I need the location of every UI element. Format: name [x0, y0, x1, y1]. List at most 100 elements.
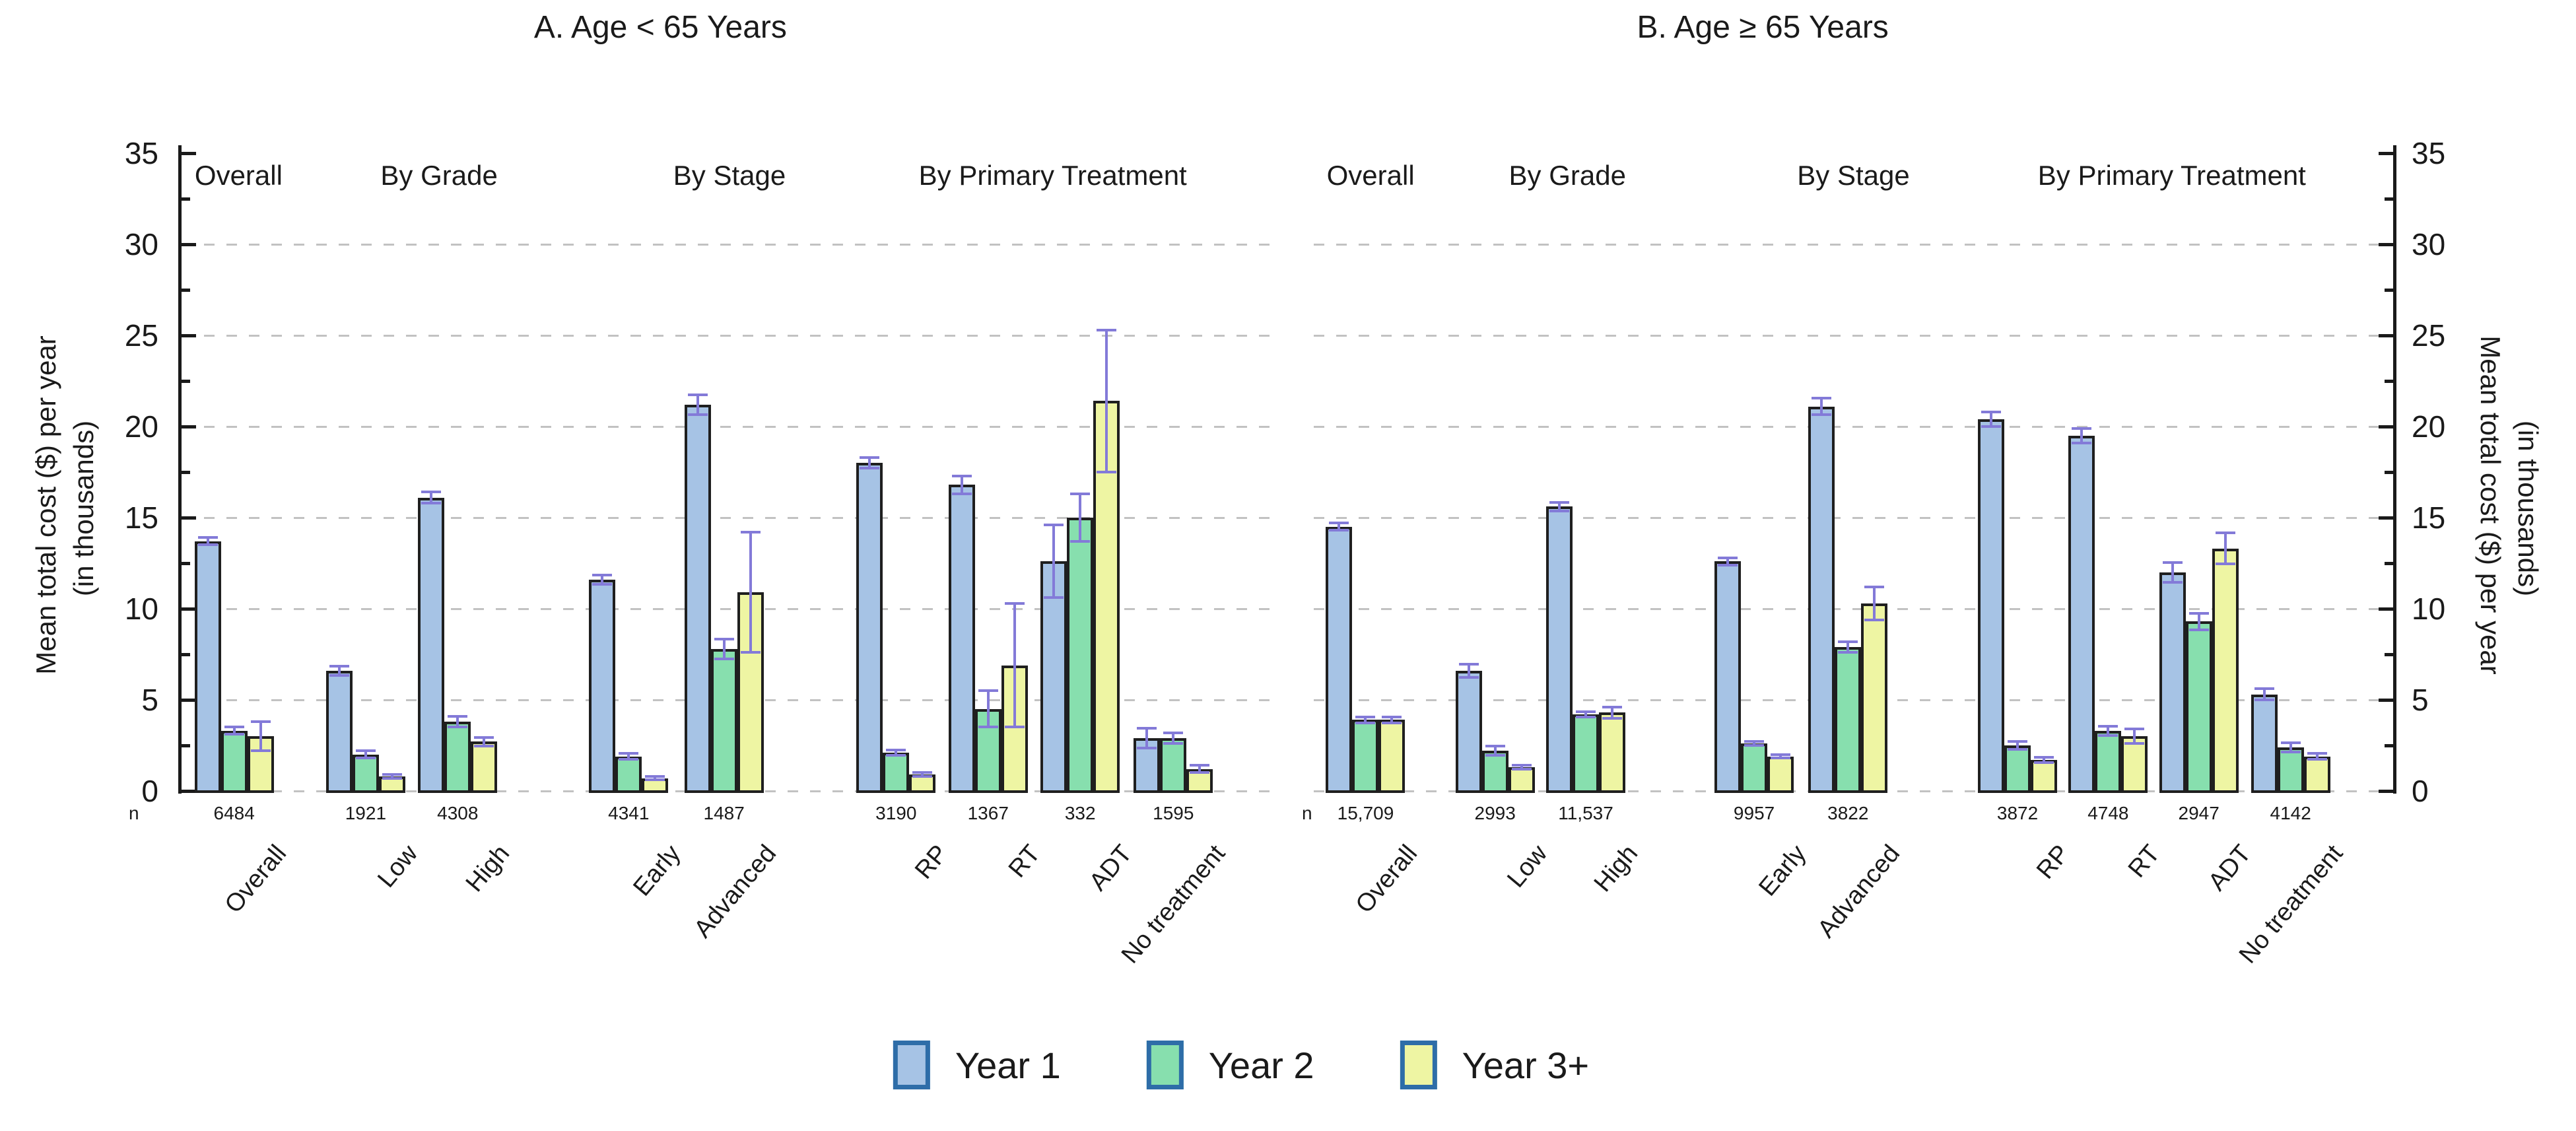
error-cap-bottom	[474, 745, 494, 748]
error-bar-year3	[483, 737, 486, 747]
bar-year3-high	[471, 741, 498, 793]
category-label-rt: RT	[1003, 840, 1046, 883]
error-cap-top	[714, 637, 734, 640]
error-bar-year2	[1847, 641, 1850, 653]
error-cap-bottom	[1838, 651, 1858, 654]
error-cap-bottom	[382, 776, 402, 780]
bar-year2-early	[615, 756, 642, 793]
error-cap-bottom	[1070, 539, 1091, 543]
error-bar-year3	[2223, 533, 2227, 565]
bar-year2-adt	[1067, 518, 1094, 793]
error-cap-bottom	[592, 582, 613, 586]
error-cap-top	[1382, 716, 1402, 719]
section-header-overall: Overall	[194, 160, 283, 191]
category-label-anchor: RT	[1003, 840, 1058, 883]
error-cap-bottom	[951, 493, 972, 496]
n-value-early: 9957	[1733, 803, 1775, 823]
error-cap-bottom	[645, 778, 665, 782]
error-cap-top	[1163, 731, 1184, 734]
error-bar-year1	[1467, 664, 1470, 677]
error-cap-bottom	[1163, 742, 1184, 745]
error-bar-year2	[364, 751, 367, 759]
y-major-tick-10	[182, 607, 196, 611]
y-major-tick-35	[182, 152, 196, 155]
error-cap-top	[2307, 752, 2327, 755]
gridline-25	[1314, 335, 2393, 337]
error-cap-top	[592, 573, 613, 576]
error-bar-year3	[1390, 717, 1394, 723]
legend-label-1: Year 1	[955, 1044, 1061, 1086]
bar-year3-early	[1767, 756, 1794, 793]
error-cap-top	[1329, 522, 1349, 525]
error-cap-bottom	[714, 657, 734, 660]
y-major-tick-5	[2379, 699, 2393, 702]
y-minor-tick	[182, 197, 190, 201]
y-tick-label-0: 0	[141, 774, 158, 808]
bar-year3-adt	[2212, 548, 2239, 793]
bar-year1-high	[1546, 506, 1573, 793]
category-label-anchor: RT	[2123, 840, 2177, 883]
error-bar-year3	[1013, 603, 1016, 728]
error-bar-year3	[921, 772, 924, 776]
error-cap-bottom	[224, 733, 244, 736]
y-minor-tick	[2385, 653, 2393, 656]
error-bar-year1	[1820, 398, 1823, 415]
category-label-anchor: Advanced	[689, 840, 872, 943]
error-bar-year1	[1338, 523, 1341, 531]
category-label-anchor: Early	[1753, 840, 1848, 901]
error-cap-top	[2098, 725, 2118, 728]
n-value-overall: 15,709	[1337, 803, 1394, 823]
y-axis-label-right-line1: Mean total cost ($) per year	[2475, 335, 2506, 675]
legend-item-1: Year 1	[893, 1041, 1061, 1089]
n-value-rt: 4748	[2087, 803, 2129, 823]
error-bar-year3	[259, 722, 262, 751]
error-bar-year3	[1520, 765, 1523, 769]
error-cap-top	[382, 773, 402, 776]
y-minor-tick	[182, 471, 190, 474]
y-tick-label-5: 5	[2412, 683, 2429, 717]
section-header-by-stage: By Stage	[1797, 160, 1910, 191]
error-cap-bottom	[1718, 563, 1738, 566]
error-bar-year2	[1493, 746, 1497, 756]
error-bar-year2	[1753, 741, 1756, 745]
error-cap-top	[1602, 706, 1623, 709]
gridline-25	[182, 335, 1277, 337]
legend-swatch-3	[1400, 1041, 1437, 1089]
bar-year1-no-treatment	[2251, 694, 2278, 793]
bar-year1-adt	[2159, 572, 2186, 793]
gridline-20	[1314, 426, 2393, 428]
error-cap-bottom	[1771, 757, 1791, 760]
y-minor-tick	[2385, 562, 2393, 565]
y-axis-label-left-line1: Mean total cost ($) per year	[30, 335, 61, 675]
error-cap-bottom	[197, 543, 218, 547]
section-header-by-grade: By Grade	[380, 160, 498, 191]
error-cap-top	[355, 749, 376, 753]
category-label-anchor: High	[1589, 840, 1674, 897]
category-label-early: Early	[628, 840, 687, 902]
y-minor-tick	[182, 380, 190, 383]
error-bar-year1	[2262, 689, 2266, 700]
chart-legend: Year 1 Year 2 Year 3+	[893, 1041, 1589, 1089]
error-cap-top	[224, 726, 244, 729]
error-bar-year2	[986, 691, 990, 728]
error-cap-top	[1458, 663, 1479, 666]
y-tick-label-15: 15	[124, 500, 158, 535]
error-bar-year1	[1145, 728, 1149, 749]
y-major-tick-5	[182, 699, 196, 702]
bar-year3-low	[1508, 767, 1535, 793]
category-label-anchor: ADT	[2203, 840, 2286, 896]
error-cap-top	[740, 531, 761, 534]
error-cap-bottom	[1744, 744, 1765, 747]
error-cap-top	[1485, 745, 1505, 748]
bar-year1-rt	[2068, 435, 2095, 793]
error-cap-top	[1097, 328, 1117, 331]
error-cap-top	[2124, 728, 2145, 731]
error-cap-bottom	[687, 413, 708, 417]
y-minor-tick	[2385, 744, 2393, 747]
error-cap-bottom	[2254, 699, 2274, 701]
gridline-10	[1314, 608, 2393, 610]
y-tick-label-15: 15	[2412, 500, 2446, 535]
legend-item-3: Year 3+	[1400, 1041, 1589, 1089]
error-bar-year1	[2171, 562, 2174, 582]
n-value-high: 4308	[437, 803, 479, 823]
